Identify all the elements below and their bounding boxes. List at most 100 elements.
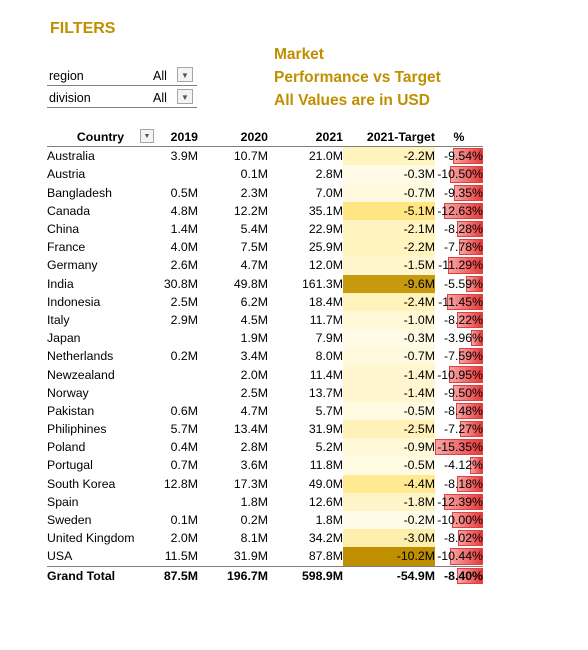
percent-variance-cell: -8.48% bbox=[435, 402, 483, 420]
country-filter-dropdown-icon[interactable]: ▼ bbox=[140, 129, 154, 143]
filter-region-label: region bbox=[49, 69, 84, 83]
country-cell: Poland bbox=[47, 440, 86, 455]
country-cell: Germany bbox=[47, 258, 98, 273]
country-cell: Spain bbox=[47, 494, 79, 509]
percent-data-bar bbox=[457, 220, 483, 238]
value-2019-cell: 3.9M bbox=[170, 149, 198, 164]
country-cell: Pakistan bbox=[47, 403, 95, 418]
value-2020-cell: 4.5M bbox=[240, 312, 268, 327]
country-cell: Canada bbox=[47, 203, 91, 218]
value-2020-cell: 1.9M bbox=[240, 331, 268, 346]
country-cell: Australia bbox=[47, 149, 95, 164]
table-row: Italy 2.9M 4.5M 11.7M -1.0M -8.22% bbox=[47, 310, 483, 330]
value-2020-cell: 0.2M bbox=[240, 513, 268, 528]
report-title: Market Performance vs Target All Values … bbox=[274, 43, 441, 112]
table-row: Bangladesh 0.5M 2.3M 7.0M -0.7M -9.35% bbox=[47, 183, 483, 202]
value-2021-cell: 2.8M bbox=[315, 167, 343, 182]
target-variance-cell: -0.5M bbox=[343, 401, 435, 420]
percent-data-bar bbox=[457, 311, 483, 329]
country-cell: Philiphines bbox=[47, 422, 107, 437]
grand-total-row: Grand Total 87.5M 196.7M 598.9M -54.9M -8.40% bbox=[47, 565, 483, 585]
percent-value: -9.35% bbox=[444, 185, 483, 200]
target-variance-cell: -2.4M bbox=[343, 292, 435, 311]
percent-data-bar bbox=[460, 421, 483, 438]
country-cell: Sweden bbox=[47, 513, 92, 528]
percent-variance-cell: -8.22% bbox=[435, 311, 483, 329]
percent-variance-cell: -9.50% bbox=[435, 384, 483, 402]
value-2020-cell: 31.9M bbox=[233, 549, 268, 564]
country-cell: China bbox=[47, 222, 80, 237]
percent-data-bar bbox=[449, 366, 483, 383]
table-row: Netherlands 0.2M 3.4M 8.0M -0.7M -7.59% bbox=[47, 347, 483, 366]
value-2021-cell: 49.0M bbox=[308, 476, 343, 491]
value-2021-cell: 12.6M bbox=[308, 494, 343, 509]
country-cell: France bbox=[47, 240, 86, 255]
filter-region-value: All bbox=[153, 69, 167, 83]
percent-variance-cell: -7.59% bbox=[435, 347, 483, 365]
percent-value: -12.39% bbox=[437, 494, 483, 509]
percent-value: -7.27% bbox=[444, 422, 483, 437]
value-2019-cell bbox=[154, 165, 198, 183]
percent-data-bar bbox=[459, 239, 483, 256]
table-row: Portugal 0.7M 3.6M 11.8M -0.5M -4.12% bbox=[47, 456, 483, 475]
country-cell: Italy bbox=[47, 312, 70, 327]
percent-value: -10.50% bbox=[437, 167, 483, 182]
filter-region: region All ▼ bbox=[47, 67, 197, 86]
report-title-line-1: Market bbox=[274, 46, 324, 63]
pivot-body: Australia 3.9M 10.7M 21.0M -2.2M -9.54% Austri… bbox=[47, 146, 483, 585]
pivot-header-row: Country ▼ 2019 2020 2021 2021-Target % bbox=[47, 128, 483, 148]
value-2021-cell: 35.1M bbox=[308, 203, 343, 218]
percent-variance-cell: -10.95% bbox=[435, 365, 483, 383]
target-variance-cell: -0.3M bbox=[343, 329, 435, 348]
target-variance-cell: -1.4M bbox=[343, 365, 435, 384]
value-2020-cell: 12.2M bbox=[233, 203, 268, 218]
value-2019-cell: 12.8M bbox=[163, 476, 198, 491]
filter-division-value: All bbox=[153, 91, 167, 105]
table-row: Indonesia 2.5M 6.2M 18.4M -2.4M -11.45% bbox=[47, 292, 483, 311]
value-2021-cell: 11.7M bbox=[309, 312, 343, 327]
percent-value: -10.44% bbox=[437, 549, 483, 564]
value-2019-cell: 4.8M bbox=[170, 203, 198, 218]
value-2021-cell: 11.4M bbox=[309, 367, 343, 382]
filter-division-label: division bbox=[49, 91, 91, 105]
value-2019-cell: 4.0M bbox=[170, 240, 198, 255]
percent-variance-cell: -11.29% bbox=[435, 256, 483, 274]
country-cell: Newzealand bbox=[47, 367, 115, 382]
table-row: China 1.4M 5.4M 22.9M -2.1M -8.28% bbox=[47, 219, 483, 239]
value-2021-cell: 5.2M bbox=[315, 440, 343, 455]
table-row: Japan 1.9M 7.9M -0.3M -3.96% bbox=[47, 329, 483, 348]
value-2020-cell: 8.1M bbox=[240, 531, 268, 546]
filter-division-dropdown-icon[interactable]: ▼ bbox=[177, 89, 193, 104]
percent-value: -9.50% bbox=[444, 385, 483, 400]
target-variance-cell: -0.9M bbox=[343, 438, 435, 457]
value-2020-cell: 1.8M bbox=[240, 494, 268, 509]
percent-variance-cell: -10.00% bbox=[435, 511, 483, 529]
value-2021-cell: 5.7M bbox=[315, 403, 343, 418]
filter-division: division All ▼ bbox=[47, 89, 197, 108]
value-2019-cell: 1.4M bbox=[170, 222, 198, 237]
percent-data-bar bbox=[444, 493, 483, 510]
country-cell: Netherlands bbox=[47, 349, 114, 364]
value-2019-cell: 0.7M bbox=[170, 458, 198, 473]
filter-region-dropdown-icon[interactable]: ▼ bbox=[177, 67, 193, 82]
value-2019-cell bbox=[154, 365, 198, 383]
value-2021-cell: 11.8M bbox=[309, 458, 343, 473]
value-2020-cell: 0.1M bbox=[240, 167, 268, 182]
value-2021-cell: 87.8M bbox=[308, 549, 343, 564]
value-2020-cell: 4.7M bbox=[240, 403, 268, 418]
table-row: Pakistan 0.6M 4.7M 5.7M -0.5M -8.48% bbox=[47, 401, 483, 420]
value-2019-cell bbox=[154, 493, 198, 511]
country-cell: Bangladesh bbox=[47, 185, 112, 200]
percent-data-bar bbox=[466, 275, 483, 292]
value-2021-cell: 12.0M bbox=[308, 258, 343, 273]
report-title-line-2: Performance vs Target bbox=[274, 69, 441, 86]
country-cell: Austria bbox=[47, 167, 86, 182]
target-variance-cell: -4.4M bbox=[343, 474, 435, 493]
table-row: India 30.8M 49.8M 161.3M -9.6M -5.59% bbox=[47, 274, 483, 293]
country-cell: United Kingdom bbox=[47, 531, 135, 546]
percent-variance-cell: -9.35% bbox=[435, 184, 483, 202]
value-2020-cell: 3.6M bbox=[240, 458, 268, 473]
value-2020-cell: 4.7M bbox=[240, 258, 268, 273]
column-header-percent: % bbox=[435, 128, 483, 148]
table-row: USA 11.5M 31.9M 87.8M -10.2M -10.44% bbox=[47, 547, 483, 566]
